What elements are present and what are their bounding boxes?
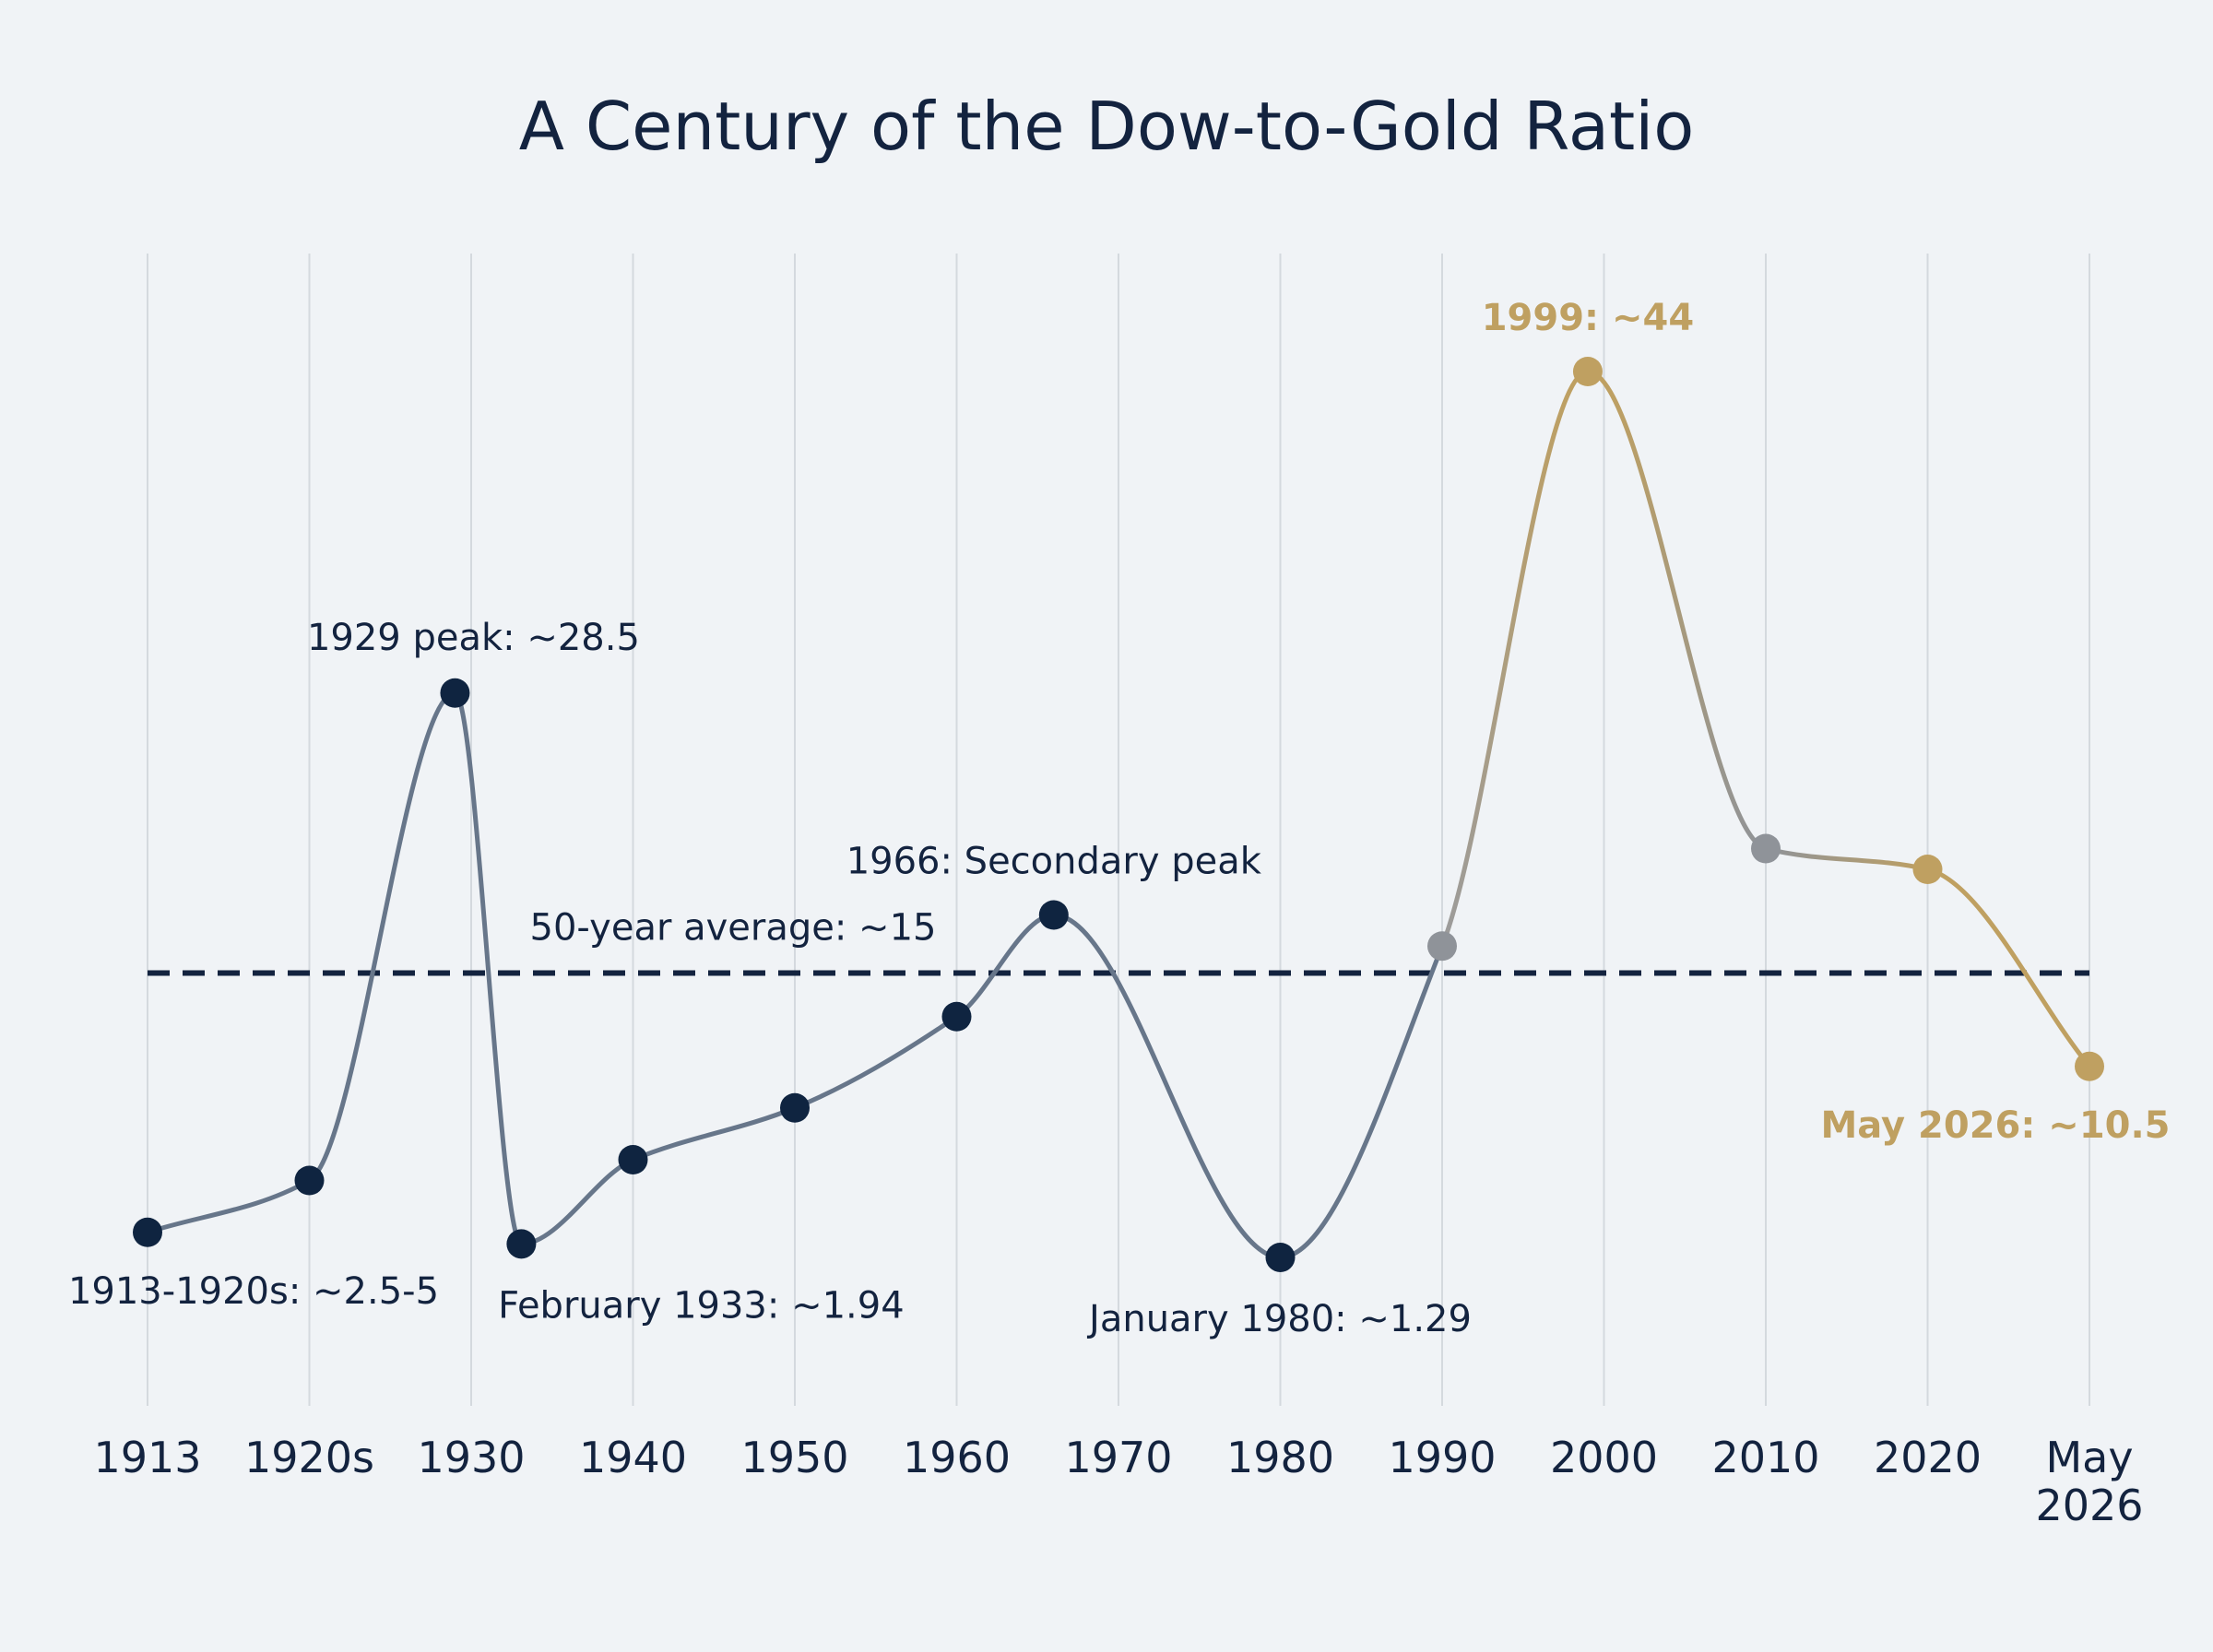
x-tick-label: 2000 <box>1550 1433 1658 1482</box>
series-line-segment <box>1051 913 1283 1260</box>
grid <box>147 254 2090 1406</box>
x-tick-labels: 1913 1920s 1930 1940 1950 1960 1970 1980 1990 200… <box>93 1433 2143 1530</box>
data-point <box>1572 357 1603 386</box>
points-group <box>133 357 2104 1272</box>
x-tick-label: 1970 <box>1064 1433 1172 1482</box>
x-tick-label: 2010 <box>1711 1433 1819 1482</box>
data-point <box>506 1229 537 1259</box>
annotation-label: 1999: ~44 <box>1482 297 1694 339</box>
data-point <box>294 1165 325 1196</box>
x-tick-label: May 2026 <box>2035 1433 2143 1530</box>
annotation-label: February 1933: ~1.94 <box>498 1284 905 1327</box>
x-tick-label: 1950 <box>740 1433 848 1482</box>
series-line-group <box>145 369 2092 1260</box>
data-point <box>1912 855 1943 884</box>
data-point <box>1265 1242 1296 1272</box>
data-point <box>133 1217 162 1247</box>
average-line-group: 50-year average: ~15 <box>148 907 2089 976</box>
series-line-segment <box>954 913 1057 1020</box>
x-tick-label: 1940 <box>579 1433 687 1482</box>
series-line-segment <box>518 1157 635 1246</box>
series-line-segment <box>792 1014 959 1111</box>
average-line-label: 50-year average: ~15 <box>530 907 937 950</box>
x-tick-label: 1913 <box>93 1433 201 1482</box>
annotation-label: January 1980: ~1.29 <box>1086 1298 1472 1340</box>
annotation-label: 1913-1920s: ~2.5-5 <box>68 1270 439 1313</box>
data-point <box>1038 900 1069 930</box>
series-line-segment <box>1439 369 1591 949</box>
series-line-segment <box>452 690 524 1246</box>
data-point <box>618 1145 648 1174</box>
x-tick-label: 2020 <box>1874 1433 1982 1482</box>
data-point <box>780 1092 810 1123</box>
annotation-label: 1966: Secondary peak <box>846 841 1262 883</box>
annotation-label: May 2026: ~10.5 <box>1820 1104 2170 1147</box>
annotation-label: 1929 peak: ~28.5 <box>307 617 640 659</box>
series-line-segment <box>631 1105 798 1162</box>
x-tick-label: 1990 <box>1388 1433 1496 1482</box>
data-point <box>440 678 470 708</box>
data-point <box>941 1001 972 1032</box>
x-tick-label: 1920s <box>244 1433 374 1482</box>
series-line-segment <box>1763 846 1930 872</box>
series-line-segment <box>1925 867 2092 1069</box>
x-tick-label: 1960 <box>903 1433 1011 1482</box>
x-tick-label: 1930 <box>417 1433 525 1482</box>
series-line-segment <box>1278 943 1445 1260</box>
series-line-segment <box>307 690 457 1183</box>
series-line-segment <box>145 1178 312 1235</box>
annotations-group: 1913-1920s: ~2.5-5 1929 peak: ~28.5 Februa… <box>68 297 2171 1340</box>
series-line-segment <box>1585 369 1769 851</box>
chart-title: A Century of the Dow-to-Gold Ratio <box>519 88 1695 165</box>
data-point <box>1427 931 1457 962</box>
data-point <box>1751 833 1781 864</box>
data-point <box>2075 1051 2104 1081</box>
x-tick-label: 1980 <box>1226 1433 1334 1482</box>
